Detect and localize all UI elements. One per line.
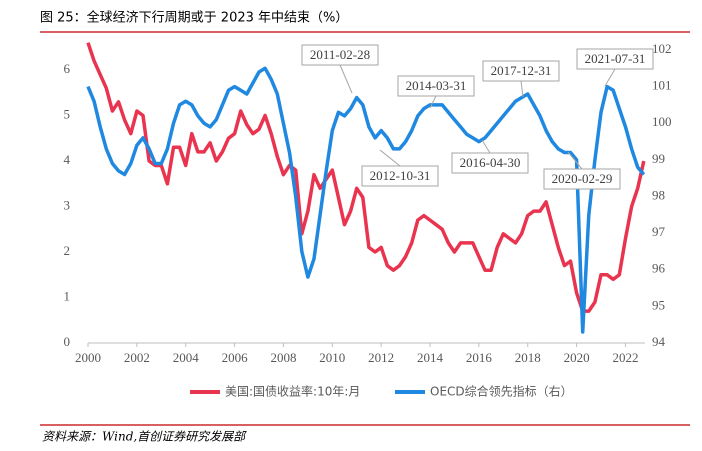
y2-tick-label: 99 [652,151,665,166]
annotation-leader [567,151,583,170]
annotation: 2016-04-30 [460,155,521,170]
y2-tick-label: 100 [652,114,672,129]
annotation: 2012-10-31 [370,168,431,183]
annotation-leader [520,80,524,98]
annotation-box [361,165,439,187]
annotation: 2020-02-29 [552,171,613,186]
x-tick-label: 2002 [124,350,150,365]
annotation-box [543,168,621,190]
y-tick-label: 2 [64,243,71,258]
annotation-box [301,44,379,66]
y-tick-label: 0 [64,334,71,349]
y-tick-label: 6 [64,61,71,76]
annotation-box [576,48,654,70]
y2-tick-label: 95 [652,297,665,312]
y2-tick-label: 94 [652,334,666,349]
x-tick-label: 2008 [270,350,296,365]
annotation-box [397,75,475,97]
series-line [86,42,646,313]
annotation: 2021-07-31 [585,51,646,66]
y2-tick-label: 97 [652,224,666,239]
y-tick-label: 1 [64,288,71,303]
annotation: 2017-12-31 [491,63,552,78]
x-tick-label: 2020 [564,350,590,365]
legend-label: 美国:国债收益率:10年:月 [225,384,360,399]
x-tick-label: 2022 [612,350,638,365]
x-tick-label: 2016 [466,350,493,365]
source: 资料来源：Wind,首创证券研究发展部 [42,430,247,444]
x-tick-label: 2012 [368,350,394,365]
y2-tick-label: 96 [652,261,666,276]
x-tick-label: 2014 [417,350,444,365]
annotation-leader [604,68,616,87]
x-tick-label: 2018 [515,350,541,365]
x-tick-label: 2004 [173,350,200,365]
annotation: 2011-02-28 [310,47,370,62]
annotation-leader [379,149,401,167]
y2-tick-label: 98 [652,187,665,202]
legend-label: OECD综合领先指标（右） [430,384,573,399]
annotation-leader [429,95,437,109]
chart-title: 图 25：全球经济下行周期或于 2023 年中结束（%） [40,10,348,26]
y2-tick-label: 101 [652,78,672,93]
series-line [86,66,646,334]
x-tick-label: 2010 [319,350,345,365]
annotation-box [451,152,529,174]
annotation: 2014-03-31 [406,78,467,93]
y-tick-label: 3 [64,197,71,212]
x-tick-label: 2000 [75,350,101,365]
annotation-leader [339,64,353,94]
y-tick-label: 5 [64,106,71,121]
y-tick-label: 4 [64,152,71,167]
annotation-leader [481,139,491,154]
annotation-box [482,60,560,82]
y2-tick-label: 102 [652,41,672,56]
x-tick-label: 2006 [222,350,249,365]
